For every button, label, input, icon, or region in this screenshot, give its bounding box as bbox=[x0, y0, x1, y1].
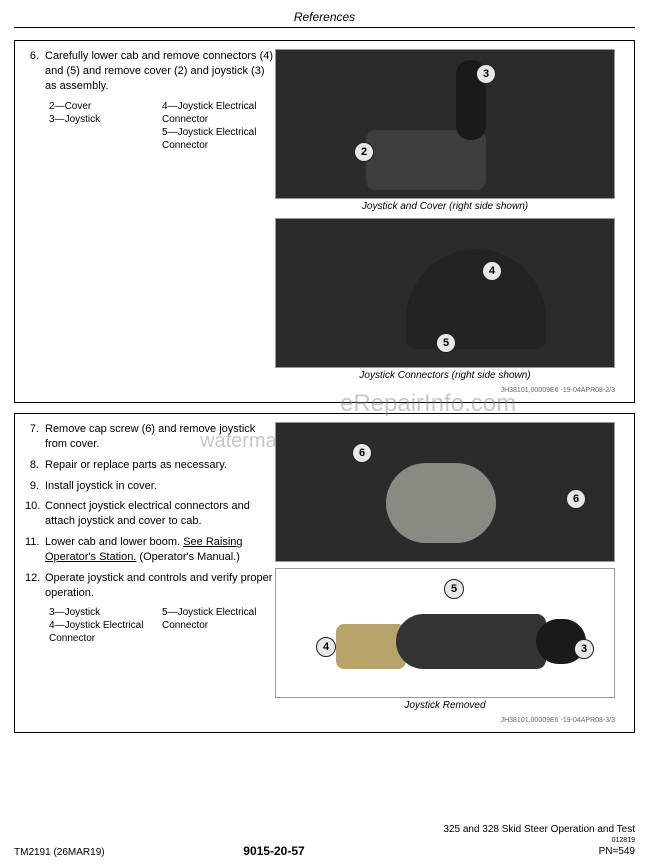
footer-subcode: 012819 bbox=[443, 836, 635, 845]
legend-7-12: 3—Joystick 4—Joystick Electrical Connect… bbox=[49, 606, 275, 645]
callout-4: 4 bbox=[482, 261, 502, 281]
legend-6: 2—Cover 3—Joystick 4—Joystick Electrical… bbox=[49, 100, 275, 152]
callout-6: 6 bbox=[352, 443, 372, 463]
footer-doc-title: 325 and 328 Skid Steer Operation and Tes… bbox=[443, 823, 635, 836]
callout-3: 3 bbox=[476, 64, 496, 84]
step-11: 11. Lower cab and lower boom. See Raisin… bbox=[25, 535, 275, 565]
callout-3: 3 bbox=[574, 639, 594, 659]
step-8: 8.Repair or replace parts as necessary. bbox=[25, 458, 275, 473]
legend-item: 5—Joystick Electrical Connector bbox=[162, 606, 275, 632]
step-12: 12.Operate joystick and controls and ver… bbox=[25, 571, 275, 601]
legend-item: 3—Joystick bbox=[49, 606, 162, 619]
figure-joystick-removed: 5 4 3 TX1037359A —UN—26FEB08 bbox=[275, 568, 615, 698]
figure-caption: Joystick and Cover (right side shown) bbox=[275, 201, 615, 212]
figure-joystick-connectors: 4 5 TX1037357A —UN—26FEB08 bbox=[275, 218, 615, 368]
figure-cap-screw: 6 6 TX1037358A —UN—26FEB08 bbox=[275, 422, 615, 562]
figure-caption: Joystick Removed bbox=[275, 700, 615, 711]
step-10: 10.Connect joystick electrical connector… bbox=[25, 499, 275, 529]
callout-5: 5 bbox=[436, 333, 456, 353]
callout-6: 6 bbox=[566, 489, 586, 509]
legend-item: 4—Joystick Electrical Connector bbox=[49, 619, 162, 645]
footer-page-number: PN=549 bbox=[443, 845, 635, 858]
step-text-part: Lower cab and lower boom. bbox=[45, 536, 183, 548]
step-9: 9.Install joystick in cover. bbox=[25, 479, 275, 494]
figure-joystick-cover: 3 2 TX1037356A —UN—26FEB08 bbox=[275, 49, 615, 199]
callout-4: 4 bbox=[316, 637, 336, 657]
figure-footer-code: JH38101,00009E6 -19-04APR08-2/3 bbox=[275, 387, 615, 394]
step-6: 6. Carefully lower cab and remove connec… bbox=[25, 49, 275, 94]
callout-5: 5 bbox=[444, 579, 464, 599]
footer-doc-id: TM2191 (26MAR19) bbox=[14, 847, 105, 858]
page-footer: TM2191 (26MAR19) 9015-20-57 325 and 328 … bbox=[14, 823, 635, 858]
figure-footer-code: JH38101,00009E6 -19-04APR08-3/3 bbox=[275, 717, 615, 724]
figure-caption: Joystick Connectors (right side shown) bbox=[275, 370, 615, 381]
legend-item: 2—Cover bbox=[49, 100, 162, 113]
section-7-12-box: 7.Remove cap screw (6) and remove joysti… bbox=[14, 413, 635, 733]
callout-2: 2 bbox=[354, 142, 374, 162]
page-header-title: References bbox=[14, 10, 635, 28]
section-6-box: 6. Carefully lower cab and remove connec… bbox=[14, 40, 635, 403]
step-text-part: (Operator's Manual.) bbox=[136, 551, 240, 563]
footer-page-section: 9015-20-57 bbox=[243, 844, 304, 858]
legend-item: 3—Joystick bbox=[49, 113, 162, 126]
step-7: 7.Remove cap screw (6) and remove joysti… bbox=[25, 422, 275, 452]
legend-item: 5—Joystick Electrical Connector bbox=[162, 126, 275, 152]
legend-item: 4—Joystick Electrical Connector bbox=[162, 100, 275, 126]
step-num: 6. bbox=[25, 49, 45, 94]
step-text: Carefully lower cab and remove connector… bbox=[45, 49, 275, 94]
